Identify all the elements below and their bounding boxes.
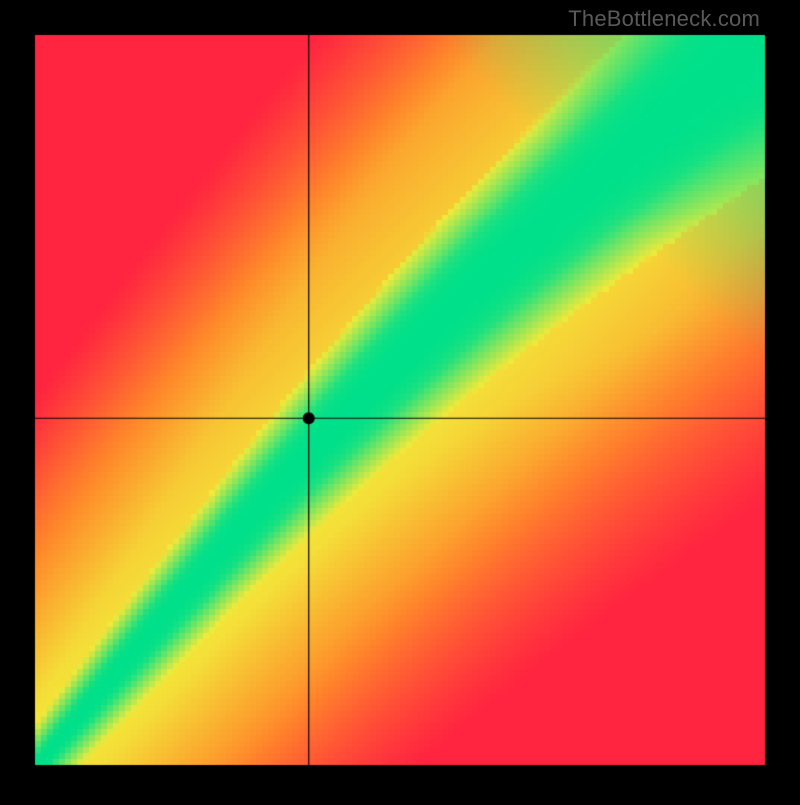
- watermark-text: TheBottleneck.com: [568, 6, 760, 32]
- bottleneck-heatmap: [0, 0, 800, 800]
